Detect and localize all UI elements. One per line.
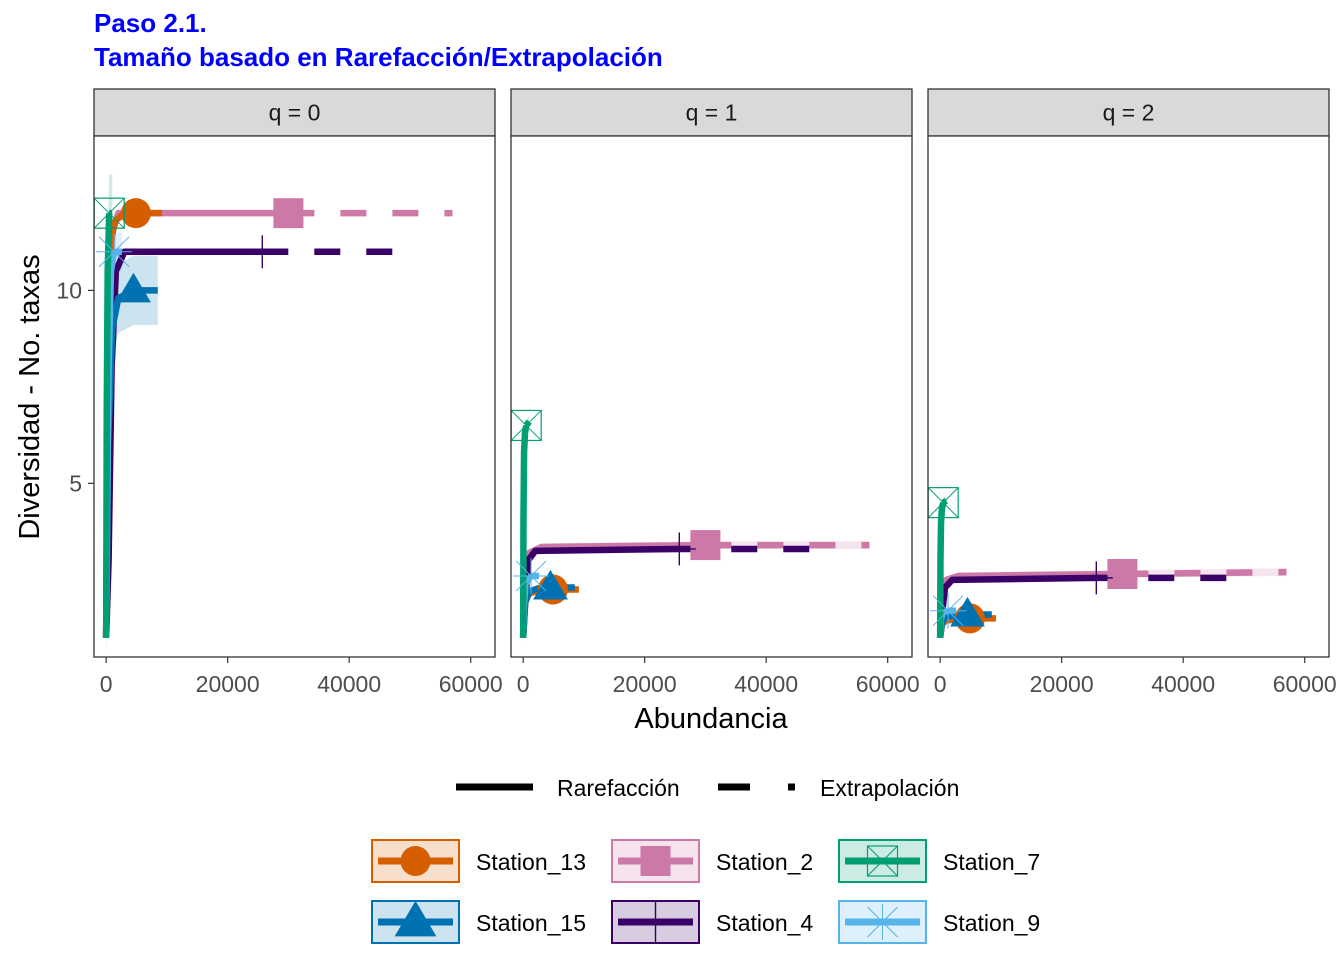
y-axis-title: Diversidad - No. taxas — [14, 254, 46, 539]
x-tick-label: 60000 — [1273, 671, 1337, 697]
method-legend: Rarefacción Extrapolación — [456, 775, 959, 801]
panel-data — [94, 174, 453, 657]
x-tick-label: 0 — [934, 671, 947, 697]
circle-marker — [400, 846, 431, 876]
observed-point-Station_9 — [930, 592, 967, 629]
facet-strip — [510, 88, 913, 137]
rarefaction-line-Station_7 — [519, 424, 530, 638]
legend-item-Station_13: Station_13 — [371, 839, 586, 883]
y-tick-label: 5 — [69, 470, 82, 496]
boxcross-marker — [511, 410, 542, 441]
x-tick-label: 60000 — [856, 671, 920, 697]
legend-label-Station_2: Station_2 — [716, 849, 813, 875]
triangle-marker — [116, 272, 151, 303]
legend-item-Station_4: Station_4 — [611, 900, 813, 944]
x-tick-label: 40000 — [317, 671, 381, 697]
square-marker — [1107, 559, 1138, 590]
station-legend: Station_13 Station_2 Station_7 Station_15 St… — [371, 839, 1040, 944]
x-tick-label: 20000 — [1030, 671, 1094, 697]
observed-point-Station_2 — [1107, 559, 1138, 590]
x-tick-label: 0 — [100, 671, 113, 697]
panel-border — [510, 135, 913, 658]
legend-label-rarefaccion: Rarefacción — [557, 775, 680, 801]
observed-point-Station_2 — [690, 530, 721, 561]
panel-border — [927, 135, 1330, 658]
legend-key-marker — [394, 900, 437, 937]
x-tick-label: 40000 — [1151, 671, 1215, 697]
panel-data — [928, 487, 1287, 643]
facet-strip-label: q = 2 — [1103, 100, 1155, 126]
facet-panel-1: q = 1 0 20000 40000 60000 — [510, 88, 920, 697]
legend-key-marker — [864, 904, 901, 940]
observed-point-Station_15 — [950, 596, 985, 627]
legend-label-Station_15: Station_15 — [476, 910, 586, 936]
observed-point-Station_9 — [513, 557, 550, 594]
legend-key-marker — [866, 845, 899, 877]
panel-background — [511, 136, 912, 657]
legend-label-extrapolacion: Extrapolación — [820, 775, 959, 801]
legend-key-marker — [400, 846, 431, 876]
rarefaction-line-Station_7 — [936, 501, 947, 638]
observed-point-Station_4 — [1079, 561, 1113, 595]
observed-point-Station_15 — [116, 272, 151, 303]
facet-strip-label: q = 1 — [686, 100, 738, 126]
legend-item-Station_7: Station_7 — [838, 839, 1040, 883]
boxcross-marker — [928, 487, 959, 518]
x-tick-label: 20000 — [196, 671, 260, 697]
confidence-band-Station_15 — [106, 255, 158, 657]
boxcross-marker — [94, 197, 125, 229]
triangle-marker — [394, 900, 437, 937]
observed-point-Station_13 — [120, 198, 151, 229]
triangle-marker — [950, 596, 985, 627]
observed-point-Station_15 — [533, 569, 568, 600]
chart-title: Paso 2.1. — [94, 8, 207, 38]
legend-label-Station_4: Station_4 — [716, 910, 813, 936]
x-tick-label: 40000 — [734, 671, 798, 697]
facet-panel-0: q = 0 0 20000 40000 60000 5 10 — [56, 88, 503, 697]
facet-strip-label: q = 0 — [269, 100, 321, 126]
x-tick-label: 0 — [517, 671, 530, 697]
observed-point-Station_4 — [245, 235, 279, 269]
x-tick-label: 20000 — [613, 671, 677, 697]
square-marker — [273, 198, 304, 229]
facet-strip — [927, 88, 1330, 137]
x-tick-label: 60000 — [439, 671, 503, 697]
legend-label-Station_7: Station_7 — [943, 849, 1040, 875]
legend-item-Station_9: Station_9 — [838, 900, 1040, 944]
circle-marker — [120, 198, 151, 229]
square-marker — [690, 530, 721, 561]
observed-point-Station_4 — [662, 532, 696, 566]
legend-key-marker — [640, 846, 671, 876]
legend-item-Station_2: Station_2 — [611, 839, 813, 883]
square-marker — [640, 846, 671, 876]
observed-point-Station_2 — [273, 198, 304, 229]
boxcross-marker — [867, 845, 898, 877]
rarefaction-line-Station_7 — [102, 213, 113, 638]
boxcross-marker — [866, 845, 899, 877]
triangle-marker — [533, 569, 568, 600]
y-tick-label: 10 — [56, 277, 82, 303]
panel-border — [93, 135, 496, 658]
legend-item-Station_15: Station_15 — [371, 900, 586, 944]
facet-panel-2: q = 2 0 20000 40000 60000 — [927, 88, 1337, 697]
legend-label-Station_9: Station_9 — [943, 910, 1040, 936]
chart-subtitle: Tamaño basado en Rarefacción/Extrapolaci… — [94, 42, 663, 72]
legend-label-Station_13: Station_13 — [476, 849, 586, 875]
x-axis-title: Abundancia — [634, 703, 788, 735]
observed-point-Station_9 — [96, 233, 133, 270]
